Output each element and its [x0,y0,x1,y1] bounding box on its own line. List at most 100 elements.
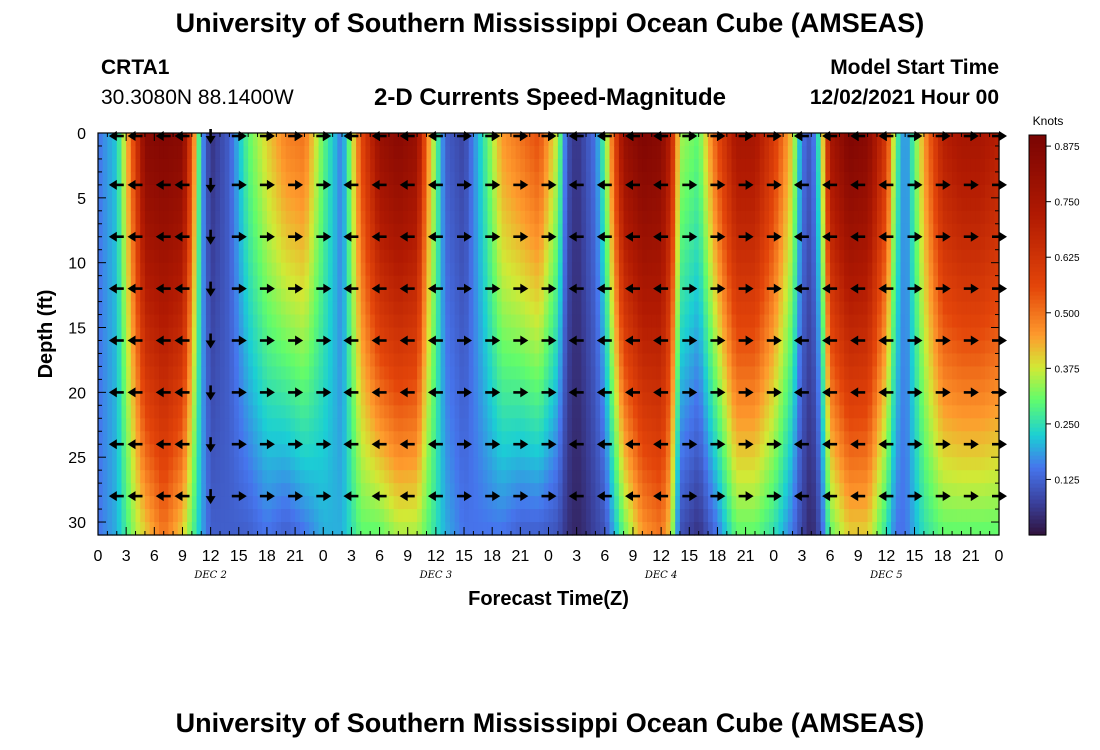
heatmap-cell [445,379,451,393]
heatmap-cell [342,405,348,419]
heatmap-cell [426,496,432,510]
heatmap-cell [177,418,184,432]
heatmap-cell [675,418,681,432]
heatmap-cell [567,379,573,393]
heatmap-cell [407,483,414,497]
heatmap-cell [670,418,676,432]
heatmap-cell [792,236,798,251]
heatmap-cell [374,431,381,445]
heatmap-cell [661,171,667,186]
heatmap-cell [759,236,765,251]
heatmap-cell [440,223,446,238]
heatmap-cell [520,327,526,342]
heatmap-cell [191,223,198,238]
heatmap-cell [271,483,277,497]
heatmap-cell [327,197,334,212]
heatmap-cell [510,392,517,406]
heatmap-cell [571,223,578,238]
heatmap-cell [722,353,728,368]
heatmap-cell [581,444,587,458]
heatmap-cell [112,366,118,380]
page-title-top: University of Southern Mississippi Ocean… [175,8,925,38]
heatmap-cell [665,405,672,419]
heatmap-cell [647,145,653,160]
heatmap-cell [149,444,155,458]
heatmap-cell [252,470,259,484]
heatmap-cell [281,223,287,238]
heatmap-cell [135,353,141,368]
heatmap-cell [262,197,268,212]
heatmap-cell [769,145,775,160]
heatmap-cell [144,262,151,277]
heatmap-cell [121,236,127,251]
heatmap-cell [393,275,399,290]
heatmap-cell [834,470,841,484]
heatmap-cell [576,470,582,484]
heatmap-cell [787,327,794,342]
heatmap-cell [571,288,578,303]
heatmap-cell [262,301,268,316]
heatmap-cell [834,327,841,342]
heatmap-cell [318,366,324,380]
heatmap-cell [309,457,315,471]
heatmap-cell [342,483,348,497]
heatmap-cell [848,457,855,471]
heatmap-cell [112,184,118,199]
heatmap-cell [722,431,728,445]
heatmap-cell [121,314,127,329]
heatmap-cell [623,158,629,173]
heatmap-cell [590,379,597,393]
heatmap-cell [130,353,137,368]
heatmap-cell [281,275,287,290]
heatmap-cell [248,522,254,536]
heatmap-cell [220,470,226,484]
heatmap-cell [417,236,423,251]
heatmap-cell [327,379,334,393]
heatmap-cell [820,470,826,484]
heatmap-cell [693,184,700,199]
heatmap-cell [393,483,399,497]
heatmap-cell [388,392,395,406]
heatmap-cell [698,483,704,497]
heatmap-cell [614,418,620,432]
heatmap-cell [112,457,118,471]
heatmap-cell [285,418,291,432]
heatmap-cell [201,184,207,199]
heatmap-cell [600,379,606,393]
heatmap-cell [492,223,498,238]
heatmap-cell [806,366,812,380]
heatmap-cell [220,275,226,290]
heatmap-cell [201,457,207,471]
heatmap-cell [154,314,160,329]
heatmap-cell [191,470,198,484]
heatmap-cell [271,353,277,368]
heatmap-cell [130,133,137,147]
heatmap-cell [783,496,789,510]
heatmap-cell [806,509,812,523]
heatmap-cell [515,483,521,497]
heatmap-cell [576,236,582,251]
heatmap-cell [116,353,123,368]
heatmap-cell [534,158,540,173]
heatmap-cell [327,340,334,355]
heatmap-cell [313,301,320,316]
heatmap-cell [778,353,784,368]
heatmap-cell [647,236,653,251]
heatmap-cell [806,314,812,329]
heatmap-cell [675,509,681,523]
heatmap-cell [614,236,620,251]
heatmap-cell [266,145,273,160]
heatmap-cell [628,522,634,536]
heatmap-cell [557,444,564,458]
heatmap-cell [731,509,737,523]
heatmap-cell [543,405,550,419]
heatmap-cell [539,133,545,147]
heatmap-cell [388,405,395,419]
heatmap-cell [529,197,536,212]
heatmap-cell [661,236,667,251]
heatmap-cell [295,236,301,251]
heatmap-cell [801,444,808,458]
heatmap-cell [313,184,320,199]
heatmap-cell [327,509,334,523]
heatmap-cell [830,470,836,484]
